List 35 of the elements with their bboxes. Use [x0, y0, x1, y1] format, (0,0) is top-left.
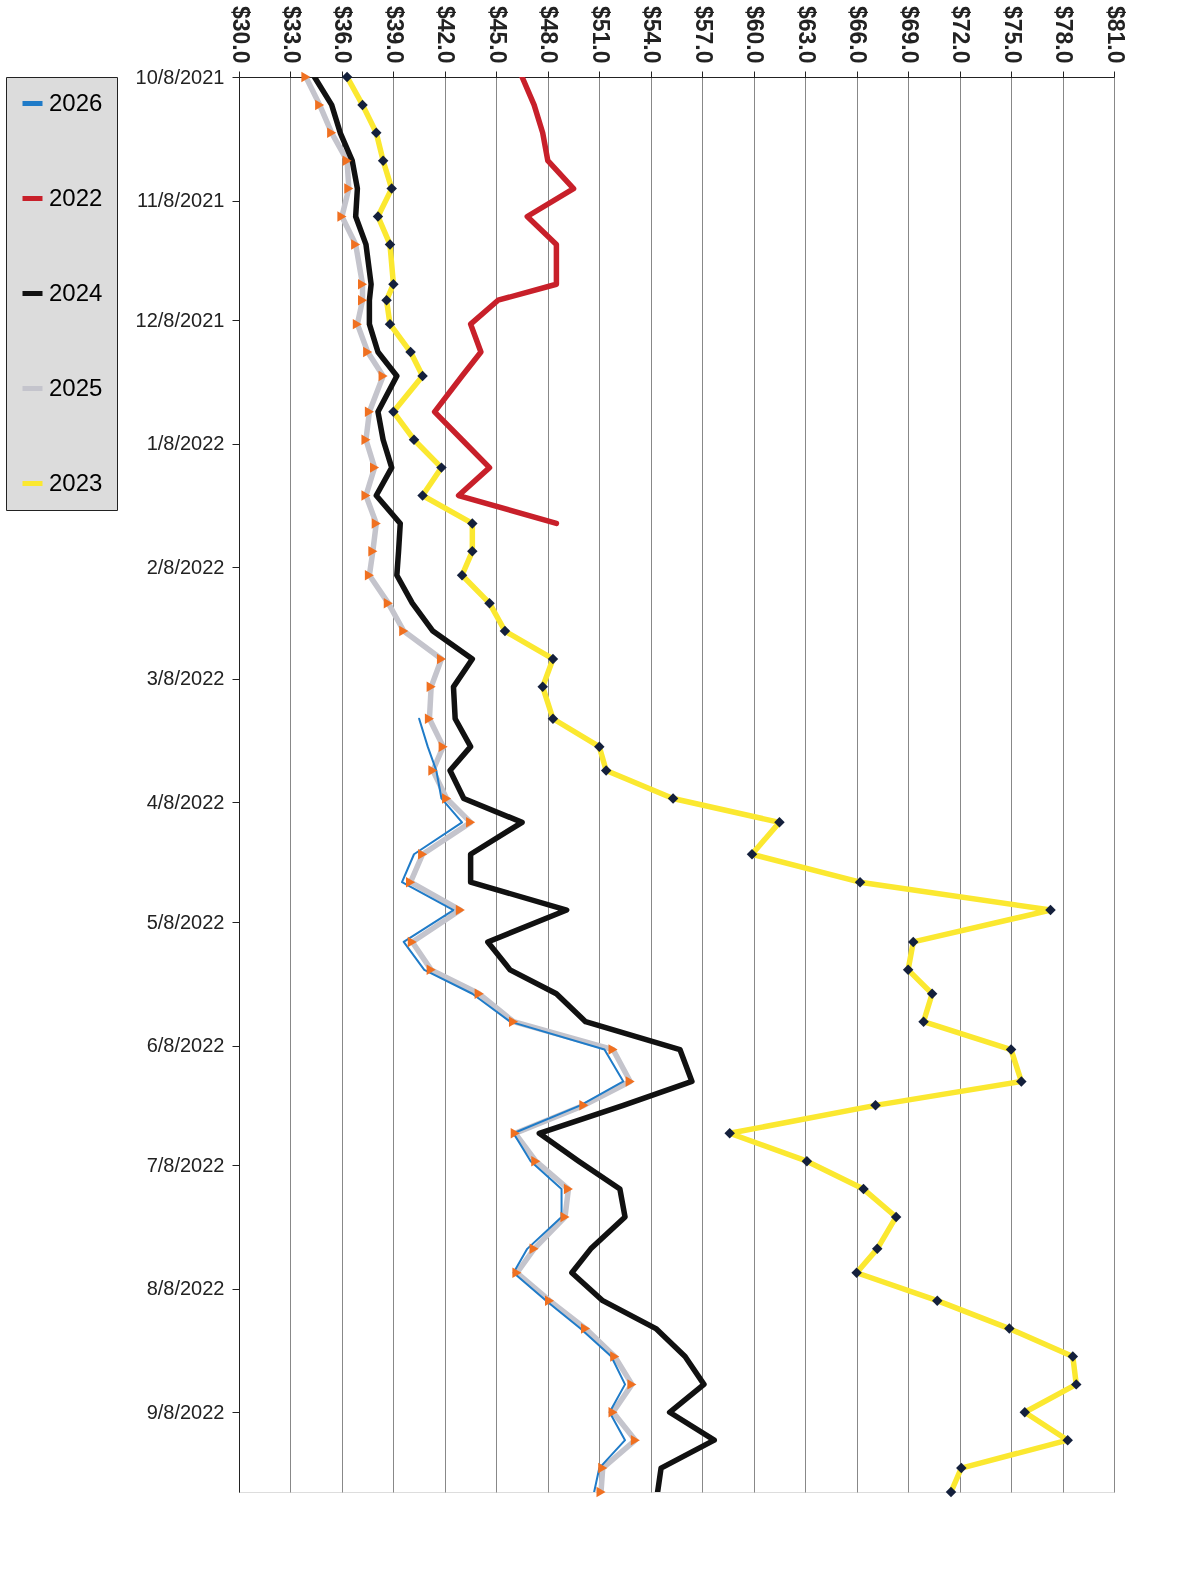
y-tick-label: 1/8/2022 — [146, 432, 225, 455]
y-tick-label: 7/8/2022 — [146, 1153, 225, 1176]
y-tick-label: 11/8/2021 — [137, 189, 225, 212]
y-tick-label: 4/8/2022 — [146, 790, 225, 813]
x-tick-label: $48.0 — [536, 5, 563, 64]
legend-label: 2026 — [49, 88, 103, 116]
y-tick-label: 8/8/2022 — [146, 1277, 225, 1300]
x-tick-label: $81.0 — [1102, 5, 1129, 64]
x-tick-label: $66.0 — [845, 5, 872, 64]
x-tick-label: $39.0 — [381, 5, 408, 64]
x-tick-label: $36.0 — [330, 5, 357, 64]
legend-label: 2025 — [49, 373, 103, 401]
x-tick-label: $45.0 — [484, 5, 511, 64]
x-tick-label: $72.0 — [948, 5, 975, 64]
x-tick-label: $78.0 — [1051, 5, 1078, 64]
x-tick-label: $63.0 — [793, 5, 820, 64]
x-tick-label: $42.0 — [433, 5, 460, 64]
x-tick-label: $69.0 — [896, 5, 923, 64]
x-tick-label: $54.0 — [639, 5, 666, 64]
y-tick-label: 5/8/2022 — [146, 910, 225, 933]
y-tick-label: 3/8/2022 — [146, 667, 225, 690]
y-tick-label: 12/8/2021 — [135, 308, 225, 331]
x-tick-label: $30.0 — [227, 5, 254, 64]
y-tick-label: 10/8/2021 — [135, 65, 225, 88]
x-tick-label: $51.0 — [587, 5, 614, 64]
y-tick-label: 6/8/2022 — [146, 1034, 225, 1057]
legend-label: 2023 — [49, 468, 103, 496]
legend-label: 2024 — [49, 278, 103, 306]
y-tick-label: 9/8/2022 — [146, 1400, 225, 1423]
x-tick-label: $57.0 — [690, 5, 717, 64]
legend-label: 2022 — [49, 183, 103, 211]
x-tick-label: $75.0 — [999, 5, 1026, 64]
x-tick-label: $33.0 — [278, 5, 305, 64]
y-tick-label: 2/8/2022 — [146, 555, 225, 578]
x-tick-label: $60.0 — [742, 5, 769, 64]
